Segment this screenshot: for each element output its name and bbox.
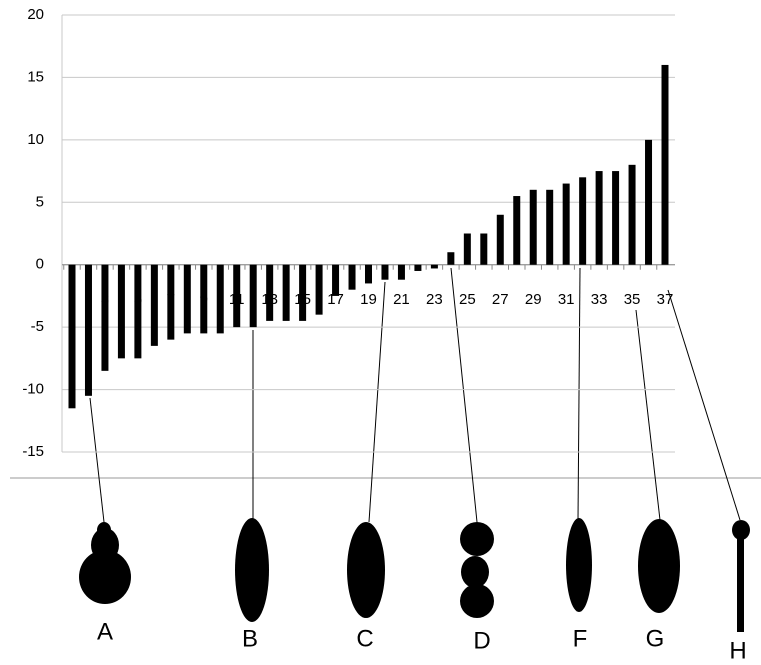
plot: -15-10-505101520135791113151719212325272… xyxy=(22,6,675,460)
shape xyxy=(460,584,494,618)
bar xyxy=(365,264,372,284)
connector xyxy=(667,289,741,521)
connector xyxy=(89,397,105,523)
bar xyxy=(595,171,603,265)
connectors xyxy=(89,267,741,523)
connector xyxy=(635,309,661,521)
bar xyxy=(661,64,669,265)
bar xyxy=(332,264,340,296)
shape-label: A xyxy=(97,618,113,645)
connector xyxy=(450,267,478,523)
x-tick-label: 17 xyxy=(327,291,344,308)
connector xyxy=(368,281,386,523)
y-tick-label: 10 xyxy=(27,131,44,148)
bar xyxy=(266,264,274,321)
shapes xyxy=(79,518,750,632)
x-tick-label: 19 xyxy=(360,291,377,308)
y-tick-label: 15 xyxy=(27,68,44,85)
shape-labels: A B C D F G H xyxy=(97,618,747,664)
bar xyxy=(200,264,208,334)
x-tick-label: 23 xyxy=(426,291,443,308)
bar xyxy=(397,264,405,280)
bar xyxy=(414,264,422,271)
x-tick-label: 35 xyxy=(624,291,641,308)
y-tick-label: 20 xyxy=(27,6,44,23)
shape xyxy=(566,518,592,612)
bar xyxy=(463,233,471,265)
y-tick-label: -15 xyxy=(22,443,44,460)
x-tick-label: 33 xyxy=(591,291,608,308)
x-tick-label: 21 xyxy=(393,291,410,308)
bar xyxy=(480,233,488,265)
bar xyxy=(579,177,587,265)
x-tick-label: 37 xyxy=(657,291,674,308)
bar xyxy=(513,196,521,265)
shape xyxy=(460,522,494,556)
y-tick-label: 0 xyxy=(36,256,44,273)
bar xyxy=(628,164,636,265)
x-tick-label: 29 xyxy=(525,291,542,308)
shape-label: G xyxy=(646,625,665,652)
bar xyxy=(134,264,142,359)
bar xyxy=(183,264,191,334)
shape-label: F xyxy=(573,625,588,652)
shape xyxy=(347,522,385,618)
x-tick-label: 31 xyxy=(558,291,575,308)
shape-label: D xyxy=(473,627,490,654)
bar xyxy=(612,171,620,265)
bar xyxy=(562,183,570,265)
bar xyxy=(496,214,504,265)
bar xyxy=(68,264,76,409)
x-tick-label: 27 xyxy=(492,291,509,308)
bar xyxy=(233,264,241,328)
shape xyxy=(79,550,131,604)
bar xyxy=(348,264,356,290)
shape-label: B xyxy=(242,625,258,652)
bar xyxy=(101,264,109,371)
bar xyxy=(381,264,389,280)
bar xyxy=(299,264,307,321)
y-tick-label: -5 xyxy=(31,318,44,335)
shape-label: C xyxy=(356,625,373,652)
bar xyxy=(546,189,554,265)
shape xyxy=(737,535,744,632)
bar xyxy=(645,139,653,265)
shape xyxy=(91,528,119,562)
bar xyxy=(315,264,323,315)
shape-label: H xyxy=(729,637,746,664)
shape xyxy=(97,522,111,538)
shape xyxy=(461,556,489,588)
shape xyxy=(732,520,750,540)
bar xyxy=(249,264,257,328)
y-tick-label: 5 xyxy=(36,193,44,210)
shape xyxy=(638,519,680,613)
bar xyxy=(282,264,290,321)
bar xyxy=(84,264,92,396)
x-tick-label: 25 xyxy=(459,291,476,308)
bar xyxy=(167,264,175,340)
bar xyxy=(150,264,158,346)
bar xyxy=(117,264,125,359)
connector xyxy=(577,267,581,521)
shape xyxy=(235,518,269,622)
bar xyxy=(430,264,438,269)
y-tick-label: -10 xyxy=(22,381,44,398)
bar xyxy=(216,264,224,334)
bar xyxy=(529,189,537,265)
bar xyxy=(447,252,455,265)
